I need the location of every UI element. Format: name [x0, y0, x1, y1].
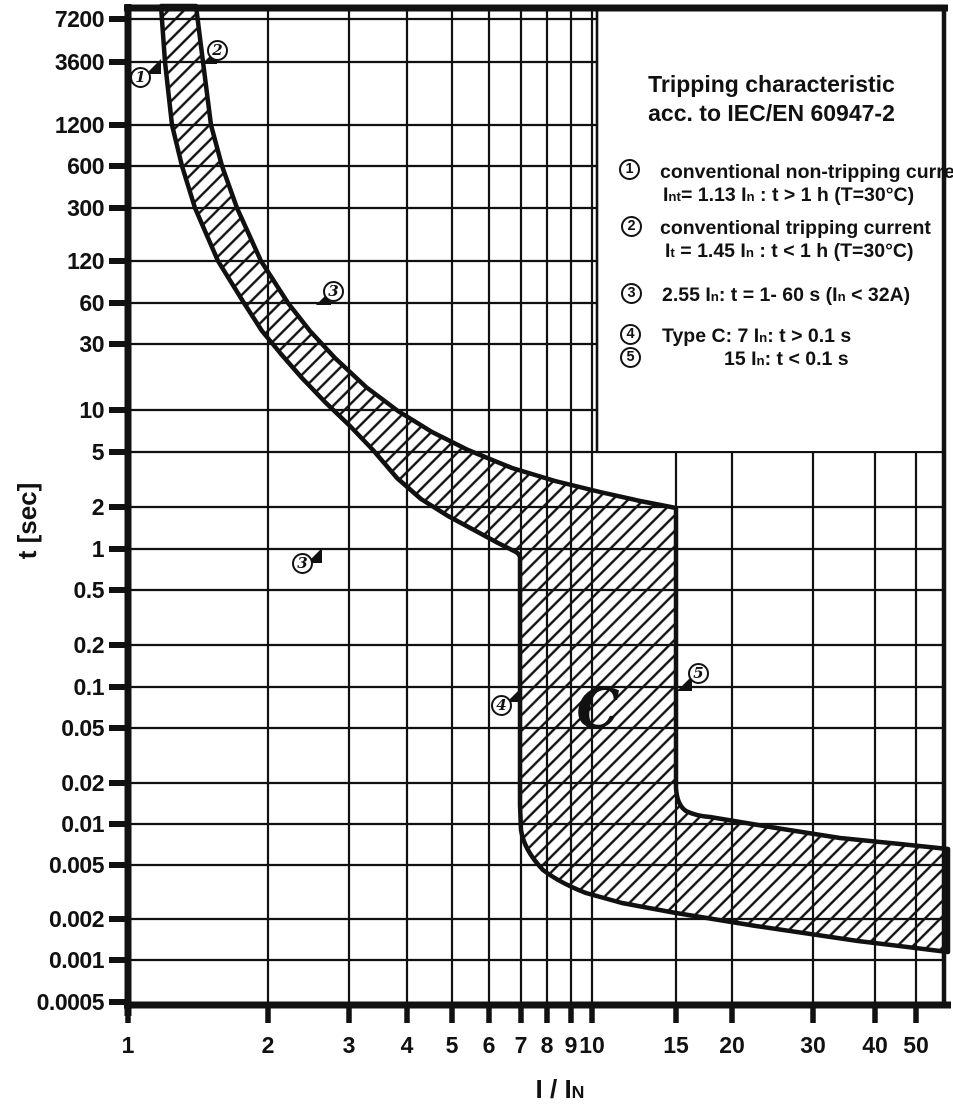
legend-item-3: 2.55 In: t = 1- 60 s (In < 32A): [662, 284, 911, 306]
x-tick-label: 40: [862, 1032, 888, 1058]
x-tick-label: 30: [800, 1032, 826, 1058]
y-tick-label: 3600: [54, 49, 105, 75]
y-axis-title: t [sec]: [12, 482, 42, 560]
legend-box: [597, 9, 943, 451]
legend-title-line1: Tripping characteristic: [648, 71, 895, 97]
y-tick-label: 0.001: [48, 947, 105, 973]
x-axis-title: I / IN: [535, 1074, 585, 1104]
x-tick-label: 20: [719, 1032, 745, 1058]
x-axis-ticks: [125, 1004, 919, 1023]
y-tick-label: 2: [91, 494, 105, 520]
legend-title-line2: acc. to IEC/EN 60947-2: [648, 100, 895, 126]
legend-title: Tripping characteristic acc. to IEC/EN 6…: [600, 70, 943, 128]
x-tick-label: 3: [342, 1032, 356, 1058]
x-tick-label: 2: [261, 1032, 275, 1058]
y-tick-label: 60: [79, 290, 104, 316]
y-tick-label: 0.005: [48, 852, 105, 878]
marker-arrow-4: [507, 687, 522, 702]
y-tick-label: 0.01: [61, 811, 104, 837]
y-axis-ticks: [109, 16, 131, 1005]
chart-marker-2: 2: [207, 40, 228, 61]
marker-arrow-5: [677, 676, 692, 691]
chart-marker-3-upper: 3: [323, 281, 344, 302]
chart-marker-3-lower: 3: [292, 553, 313, 574]
y-tick-label: 600: [67, 153, 104, 179]
legend-badge-4: 4: [620, 324, 641, 345]
legend-item-4: Type C: 7 In: t > 0.1 s: [662, 325, 852, 347]
legend-badge-1: 1: [619, 159, 640, 180]
y-tick-label: 10: [79, 397, 104, 423]
x-tick-label: 10: [579, 1032, 605, 1058]
legend-badge-2: 2: [621, 216, 642, 237]
legend-badge-3: 3: [621, 283, 642, 304]
legend-item-2-line2: It = 1.45 In : t < 1 h (T=30°C): [665, 240, 914, 262]
x-tick-label: 5: [445, 1032, 459, 1058]
y-tick-label: 120: [67, 248, 104, 274]
legend-item-5: 15 In: t < 0.1 s: [724, 348, 849, 370]
y-tick-label: 0.2: [73, 632, 105, 658]
y-tick-label: 1200: [54, 112, 105, 138]
legend-item-1-line2: Int= 1.13 In : t > 1 h (T=30°C): [663, 184, 915, 206]
x-tick-label: 7: [514, 1032, 528, 1058]
y-tick-label: 7200: [54, 6, 105, 32]
x-tick-label: 50: [903, 1032, 929, 1058]
legend-badge-5: 5: [620, 347, 641, 368]
legend-item-2-line1: conventional tripping current: [660, 217, 931, 239]
marker-arrow-1: [146, 59, 161, 74]
y-tick-label: 5: [91, 439, 105, 465]
x-tick-label: 6: [482, 1032, 496, 1058]
y-tick-label: 0.0005: [36, 989, 105, 1015]
x-tick-label: 9: [564, 1032, 578, 1058]
y-tick-label: 0.1: [73, 674, 105, 700]
x-tick-label: 1: [121, 1032, 135, 1058]
type-c-label: C: [576, 676, 620, 740]
x-tick-label: 15: [663, 1032, 689, 1058]
y-tick-label: 0.002: [48, 906, 105, 932]
y-tick-label: 30: [79, 331, 104, 357]
chart-marker-1: 1: [130, 67, 151, 88]
y-tick-label: 1: [91, 536, 105, 562]
legend-item-1-line1: conventional non-tripping current: [660, 161, 953, 183]
chart-marker-4: 4: [491, 695, 512, 716]
y-tick-label: 300: [67, 195, 104, 221]
x-tick-label: 4: [400, 1032, 414, 1058]
x-tick-label: 8: [540, 1032, 554, 1058]
y-tick-label: 0.5: [73, 577, 105, 603]
tripping-band: [158, 3, 951, 955]
chart-marker-5: 5: [688, 663, 709, 684]
y-tick-label: 0.05: [61, 715, 104, 741]
y-tick-label: 0.02: [61, 770, 104, 796]
